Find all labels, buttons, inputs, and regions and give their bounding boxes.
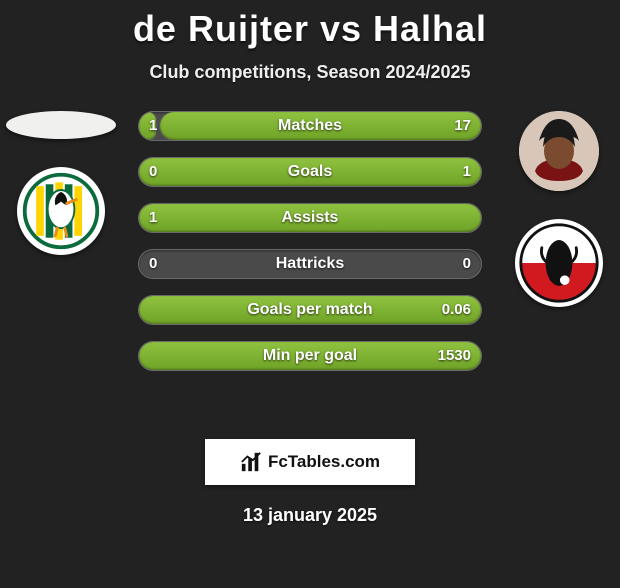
bar-label: Assists (139, 204, 481, 232)
brand-text: FcTables.com (268, 452, 380, 472)
player-right-svg (519, 111, 599, 191)
page-title: de Ruijter vs Halhal (0, 8, 620, 50)
bar-value-right: 1 (463, 158, 471, 186)
bar-value-right: 0 (463, 250, 471, 278)
club-left-svg (19, 169, 103, 253)
club-right-svg (517, 221, 601, 305)
bar-value-right: 17 (454, 112, 471, 140)
bar-label: Hattricks (139, 250, 481, 278)
club-right-badge (515, 219, 603, 307)
bar-value-right: 0.06 (442, 296, 471, 324)
bar-label: Goals per match (139, 296, 481, 324)
date-text: 13 january 2025 (0, 505, 620, 526)
bar-value-left: 0 (149, 158, 157, 186)
page-subtitle: Club competitions, Season 2024/2025 (0, 62, 620, 83)
comparison-panel: Matches117Goals01Assists1Hattricks00Goal… (0, 111, 620, 421)
left-column (6, 111, 116, 255)
stat-bar: Min per goal1530 (138, 341, 482, 371)
stat-bar: Goals per match0.06 (138, 295, 482, 325)
bar-label: Goals (139, 158, 481, 186)
bar-value-left: 1 (149, 204, 157, 232)
stat-bar: Assists1 (138, 203, 482, 233)
brand-badge: FcTables.com (205, 439, 415, 485)
club-left-badge (17, 167, 105, 255)
player-right-avatar (519, 111, 599, 191)
stat-bars: Matches117Goals01Assists1Hattricks00Goal… (138, 111, 482, 371)
bar-label: Matches (139, 112, 481, 140)
stat-bar: Hattricks0 0 (138, 249, 482, 279)
player-left-avatar (6, 111, 116, 139)
chart-icon (240, 451, 262, 473)
bar-value-right: 1530 (438, 342, 471, 370)
bar-value-left: 1 (149, 112, 157, 140)
bar-label: Min per goal (139, 342, 481, 370)
stat-bar: Goals0 1 (138, 157, 482, 187)
stat-bar: Matches1 17 (138, 111, 482, 141)
right-column (504, 111, 614, 307)
bar-value-left: 0 (149, 250, 157, 278)
